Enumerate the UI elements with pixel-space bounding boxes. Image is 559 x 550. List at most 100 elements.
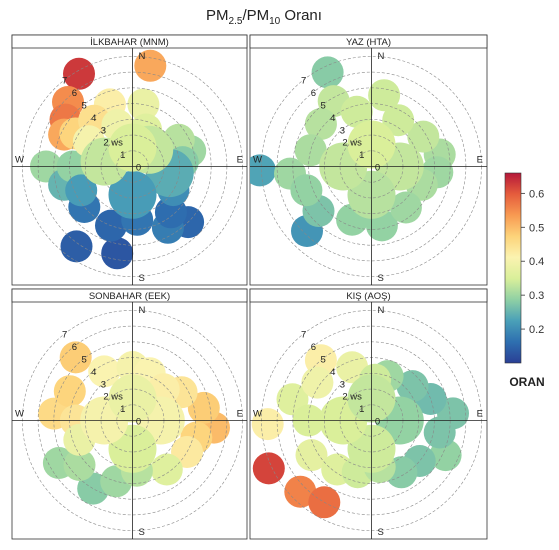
- ratio-point: [407, 120, 440, 153]
- compass-label-n: N: [139, 305, 146, 316]
- radial-label: 0: [375, 163, 380, 174]
- radial-label: 4: [330, 367, 335, 378]
- colorbar-tick-label: 0.3: [529, 290, 544, 302]
- compass-label-w: W: [15, 409, 24, 420]
- ratio-blobs: [30, 49, 207, 270]
- ratio-point: [59, 341, 92, 374]
- panel-strip: [11, 288, 248, 303]
- radial-label: 4: [91, 113, 96, 124]
- ratio-point: [396, 370, 429, 403]
- compass-label-w: W: [253, 155, 262, 166]
- panel-title: İLKBAHAR (MNM): [90, 37, 169, 48]
- radial-label: 0: [136, 163, 141, 174]
- ratio-point: [368, 79, 401, 112]
- colorbar-gradient: [504, 172, 522, 364]
- radial-label: 4: [91, 367, 96, 378]
- ratio-point: [250, 154, 276, 187]
- ratio-point: [60, 230, 93, 263]
- radial-label: 5: [320, 101, 325, 112]
- colorbar: 0.6 0.5 0.4 0.3 0.2 ORAN: [504, 172, 545, 389]
- polar-grid: [12, 48, 247, 285]
- compass-label-e: E: [477, 409, 483, 420]
- compass-label-e: E: [237, 409, 243, 420]
- compass-label-s: S: [139, 527, 145, 538]
- radial-label: 7: [301, 76, 306, 87]
- ratio-blobs: [250, 56, 456, 247]
- radial-label: 3: [101, 125, 106, 136]
- compass-label-e: E: [237, 155, 243, 166]
- radial-label: 6: [311, 88, 316, 99]
- panel-title: YAZ (HTA): [346, 37, 391, 48]
- ratio-point: [294, 134, 327, 167]
- panel-title: SONBAHAR (EEK): [89, 291, 170, 302]
- figure-title: PM2.5/PM10 Oranı: [206, 7, 322, 27]
- polar-grid: [250, 302, 487, 539]
- colorbar-tick-label: 0.4: [529, 256, 544, 268]
- radial-label: 2 ws: [103, 392, 123, 403]
- ratio-point: [295, 439, 328, 472]
- polar-grid: [250, 48, 487, 285]
- radial-label: 1: [359, 150, 364, 161]
- ratio-point: [290, 174, 323, 207]
- radial-label: 2 ws: [103, 138, 123, 149]
- radial-label: 5: [81, 355, 86, 366]
- radial-label: 6: [72, 88, 77, 99]
- compass-label-s: S: [139, 273, 145, 284]
- polar-grid: [12, 302, 247, 539]
- compass-label-s: S: [378, 273, 384, 284]
- radial-label: 2 ws: [342, 138, 362, 149]
- compass-label-n: N: [139, 51, 146, 62]
- ratio-point: [65, 174, 98, 207]
- radial-label: 1: [359, 404, 364, 415]
- ratio-point: [284, 475, 317, 508]
- ratio-point: [423, 416, 456, 449]
- colorbar-title: ORAN: [509, 375, 544, 389]
- compass-label-e: E: [477, 155, 483, 166]
- ratio-point: [101, 237, 134, 270]
- radial-label: 0: [136, 417, 141, 428]
- compass-label-n: N: [378, 51, 385, 62]
- ratio-point: [134, 49, 167, 82]
- panel-strip: [249, 34, 488, 49]
- ratio-point: [311, 56, 344, 89]
- ratio-point: [88, 355, 121, 388]
- radial-label: 7: [62, 330, 67, 341]
- radial-label: 3: [340, 125, 345, 136]
- radial-label: 7: [301, 330, 306, 341]
- compass-label-n: N: [378, 305, 385, 316]
- ratio-point: [150, 453, 183, 486]
- radial-label: 7: [62, 76, 67, 87]
- ratio-point: [304, 108, 337, 140]
- panel-strip: [249, 288, 488, 303]
- ratio-point: [63, 57, 95, 90]
- ratio-point: [187, 391, 220, 424]
- ratio-point: [301, 366, 334, 399]
- compass-label-w: W: [15, 155, 24, 166]
- panel-strip: [11, 34, 248, 49]
- ratio-point: [382, 104, 415, 137]
- colorbar-tick-label: 0.2: [529, 324, 544, 336]
- compass-label-w: W: [253, 409, 262, 420]
- ratio-point: [251, 408, 284, 441]
- radial-label: 2 ws: [342, 392, 362, 403]
- radial-label: 0: [375, 417, 380, 428]
- ratio-point: [53, 375, 86, 408]
- radial-label: 3: [101, 379, 106, 390]
- ratio-point: [63, 449, 96, 481]
- colorbar-tick-label: 0.6: [529, 188, 544, 200]
- colorbar-tick-label: 0.5: [529, 222, 544, 234]
- radial-label: 4: [330, 113, 335, 124]
- radial-label: 5: [320, 355, 325, 366]
- ratio-point: [252, 452, 285, 485]
- radial-label: 3: [340, 379, 345, 390]
- compass-label-s: S: [378, 527, 384, 538]
